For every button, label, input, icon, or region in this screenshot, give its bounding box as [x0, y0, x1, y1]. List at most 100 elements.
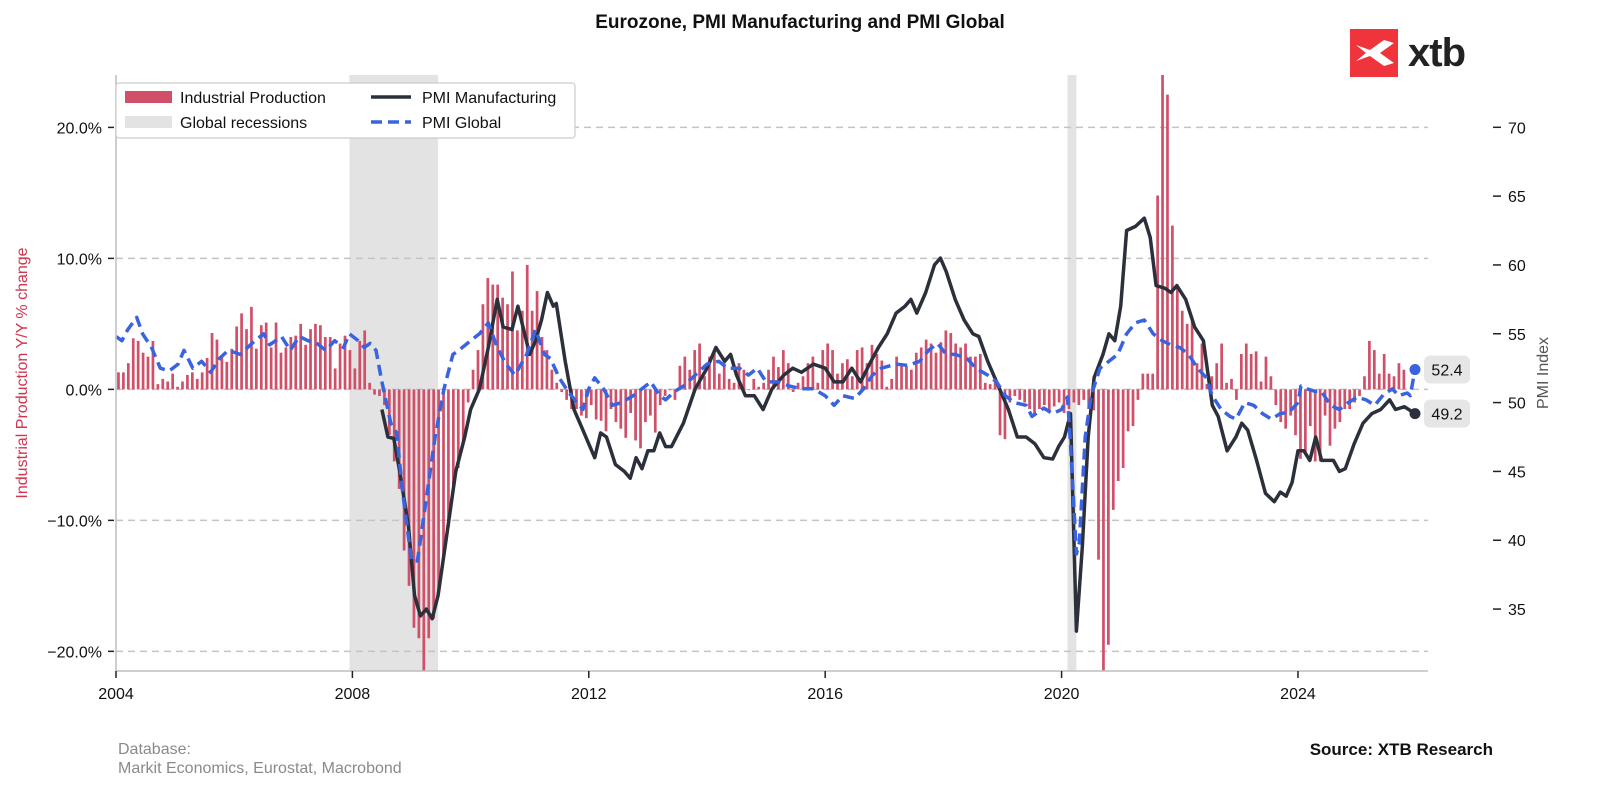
industrial-production-bar — [1274, 389, 1278, 406]
industrial-production-bar — [1387, 373, 1391, 390]
legend: Industrial Production Global recessions … — [115, 82, 576, 139]
industrial-production-bar — [1225, 382, 1228, 390]
industrial-production-bar — [264, 322, 268, 390]
industrial-production-bar — [1057, 389, 1061, 403]
industrial-production-bar — [880, 360, 884, 390]
industrial-production-bar — [250, 306, 253, 390]
xtb-logo: xtb — [1350, 29, 1466, 77]
industrial-production-bar — [1205, 384, 1209, 390]
industrial-production-bar — [599, 389, 603, 421]
industrial-production-bar — [437, 389, 440, 593]
industrial-production-bar — [900, 363, 903, 390]
y-right-tick-label: 65 — [1508, 189, 1526, 206]
industrial-production-bar — [629, 389, 633, 413]
industrial-production-bar — [205, 357, 209, 390]
industrial-production-bar — [516, 330, 519, 390]
industrial-production-bar — [683, 356, 687, 390]
industrial-production-bar — [964, 343, 967, 390]
industrial-production-bar — [442, 389, 445, 560]
industrial-production-bar — [259, 325, 263, 390]
industrial-production-bar — [447, 389, 450, 527]
industrial-production-bar — [732, 382, 736, 390]
industrial-production-bar — [910, 369, 913, 390]
industrial-production-bar — [1097, 389, 1100, 560]
pmi-global-line — [114, 315, 1417, 563]
industrial-production-bar — [1166, 94, 1169, 390]
industrial-production-bar — [1343, 389, 1347, 410]
x-tick-label: 2008 — [335, 686, 371, 703]
industrial-production-bar — [1397, 363, 1401, 390]
industrial-production-bar — [1264, 356, 1268, 390]
industrial-production-bar — [565, 389, 568, 400]
xtb-logo-text: xtb — [1408, 31, 1466, 75]
industrial-production-bar — [1151, 373, 1155, 390]
industrial-production-bar — [1382, 354, 1386, 390]
industrial-production-bar — [1042, 389, 1046, 406]
industrial-production-bar — [225, 361, 229, 390]
industrial-production-bar — [1018, 389, 1022, 400]
industrial-production-bar — [1284, 389, 1288, 429]
industrial-production-bar — [1279, 389, 1283, 423]
y-left-tick-label: 20.0% — [57, 120, 102, 137]
industrial-production-bar — [397, 389, 401, 489]
industrial-production-bar — [117, 372, 120, 390]
industrial-production-bar — [122, 372, 125, 390]
y-left-tick-label: 0.0% — [66, 382, 102, 399]
industrial-production-bar — [486, 278, 490, 390]
legend-label-industrial-production: Industrial Production — [180, 90, 326, 107]
industrial-production-bar — [343, 335, 347, 390]
y-axis-left-label: Industrial Production Y/Y % change — [14, 247, 31, 498]
industrial-production-bar — [1003, 389, 1007, 440]
industrial-production-bar — [762, 382, 765, 390]
industrial-production-bar — [1121, 389, 1125, 468]
industrial-production-bar — [1299, 389, 1302, 459]
industrial-production-bar — [929, 343, 933, 390]
endpoint-marker — [1409, 408, 1421, 420]
industrial-production-bar — [141, 352, 145, 390]
industrial-production-bar — [974, 356, 977, 390]
industrial-production-bar — [368, 382, 371, 390]
endpoint-marker — [1409, 364, 1421, 376]
industrial-production-bar — [919, 347, 923, 390]
pmi-lines — [114, 216, 1417, 633]
y-axis-right-label: PMI Index — [1535, 337, 1552, 409]
industrial-production-bar — [983, 382, 987, 390]
industrial-production-bar — [156, 384, 160, 390]
recession-band — [1067, 75, 1077, 671]
industrial-production-bar — [210, 333, 214, 390]
footer-source: Source: XTB Research — [1309, 740, 1493, 759]
industrial-production-bar — [1392, 376, 1396, 390]
industrial-production-bar — [1052, 389, 1056, 407]
industrial-production-bar — [299, 323, 303, 390]
industrial-production-bar — [525, 264, 529, 390]
industrial-production-bar — [1308, 389, 1312, 427]
industrial-production-bar — [905, 365, 908, 390]
industrial-production-bar — [821, 350, 825, 390]
industrial-production-bar — [998, 389, 1002, 436]
industrial-production-bar — [634, 389, 637, 441]
industrial-production-bar — [959, 347, 962, 390]
industrial-production-bar — [333, 368, 337, 390]
industrial-production-bar — [161, 378, 165, 390]
industrial-production-bar — [594, 389, 598, 420]
industrial-production-bar — [639, 389, 642, 449]
industrial-production-bar — [717, 373, 721, 390]
industrial-production-bar — [668, 389, 672, 391]
industrial-production-bar — [1072, 389, 1076, 403]
industrial-production-bar — [698, 343, 701, 390]
industrial-production-bar — [1028, 389, 1031, 410]
industrial-production-bar — [1195, 363, 1199, 390]
industrial-production-bar — [1230, 378, 1233, 390]
y-right-tick-label: 55 — [1508, 327, 1526, 344]
industrial-production-bar — [1077, 389, 1081, 406]
industrial-production-bar — [777, 367, 780, 390]
industrial-production-bar — [1358, 389, 1361, 396]
footer-database-label: Database: — [118, 741, 191, 758]
industrial-production-bar — [875, 354, 879, 390]
industrial-production-bar — [653, 389, 657, 433]
industrial-production-bar — [190, 372, 194, 390]
industrial-production-bar — [767, 369, 770, 390]
industrial-production-bar — [1259, 381, 1263, 390]
industrial-production-bar — [1338, 389, 1342, 423]
industrial-production-bar — [619, 389, 623, 429]
